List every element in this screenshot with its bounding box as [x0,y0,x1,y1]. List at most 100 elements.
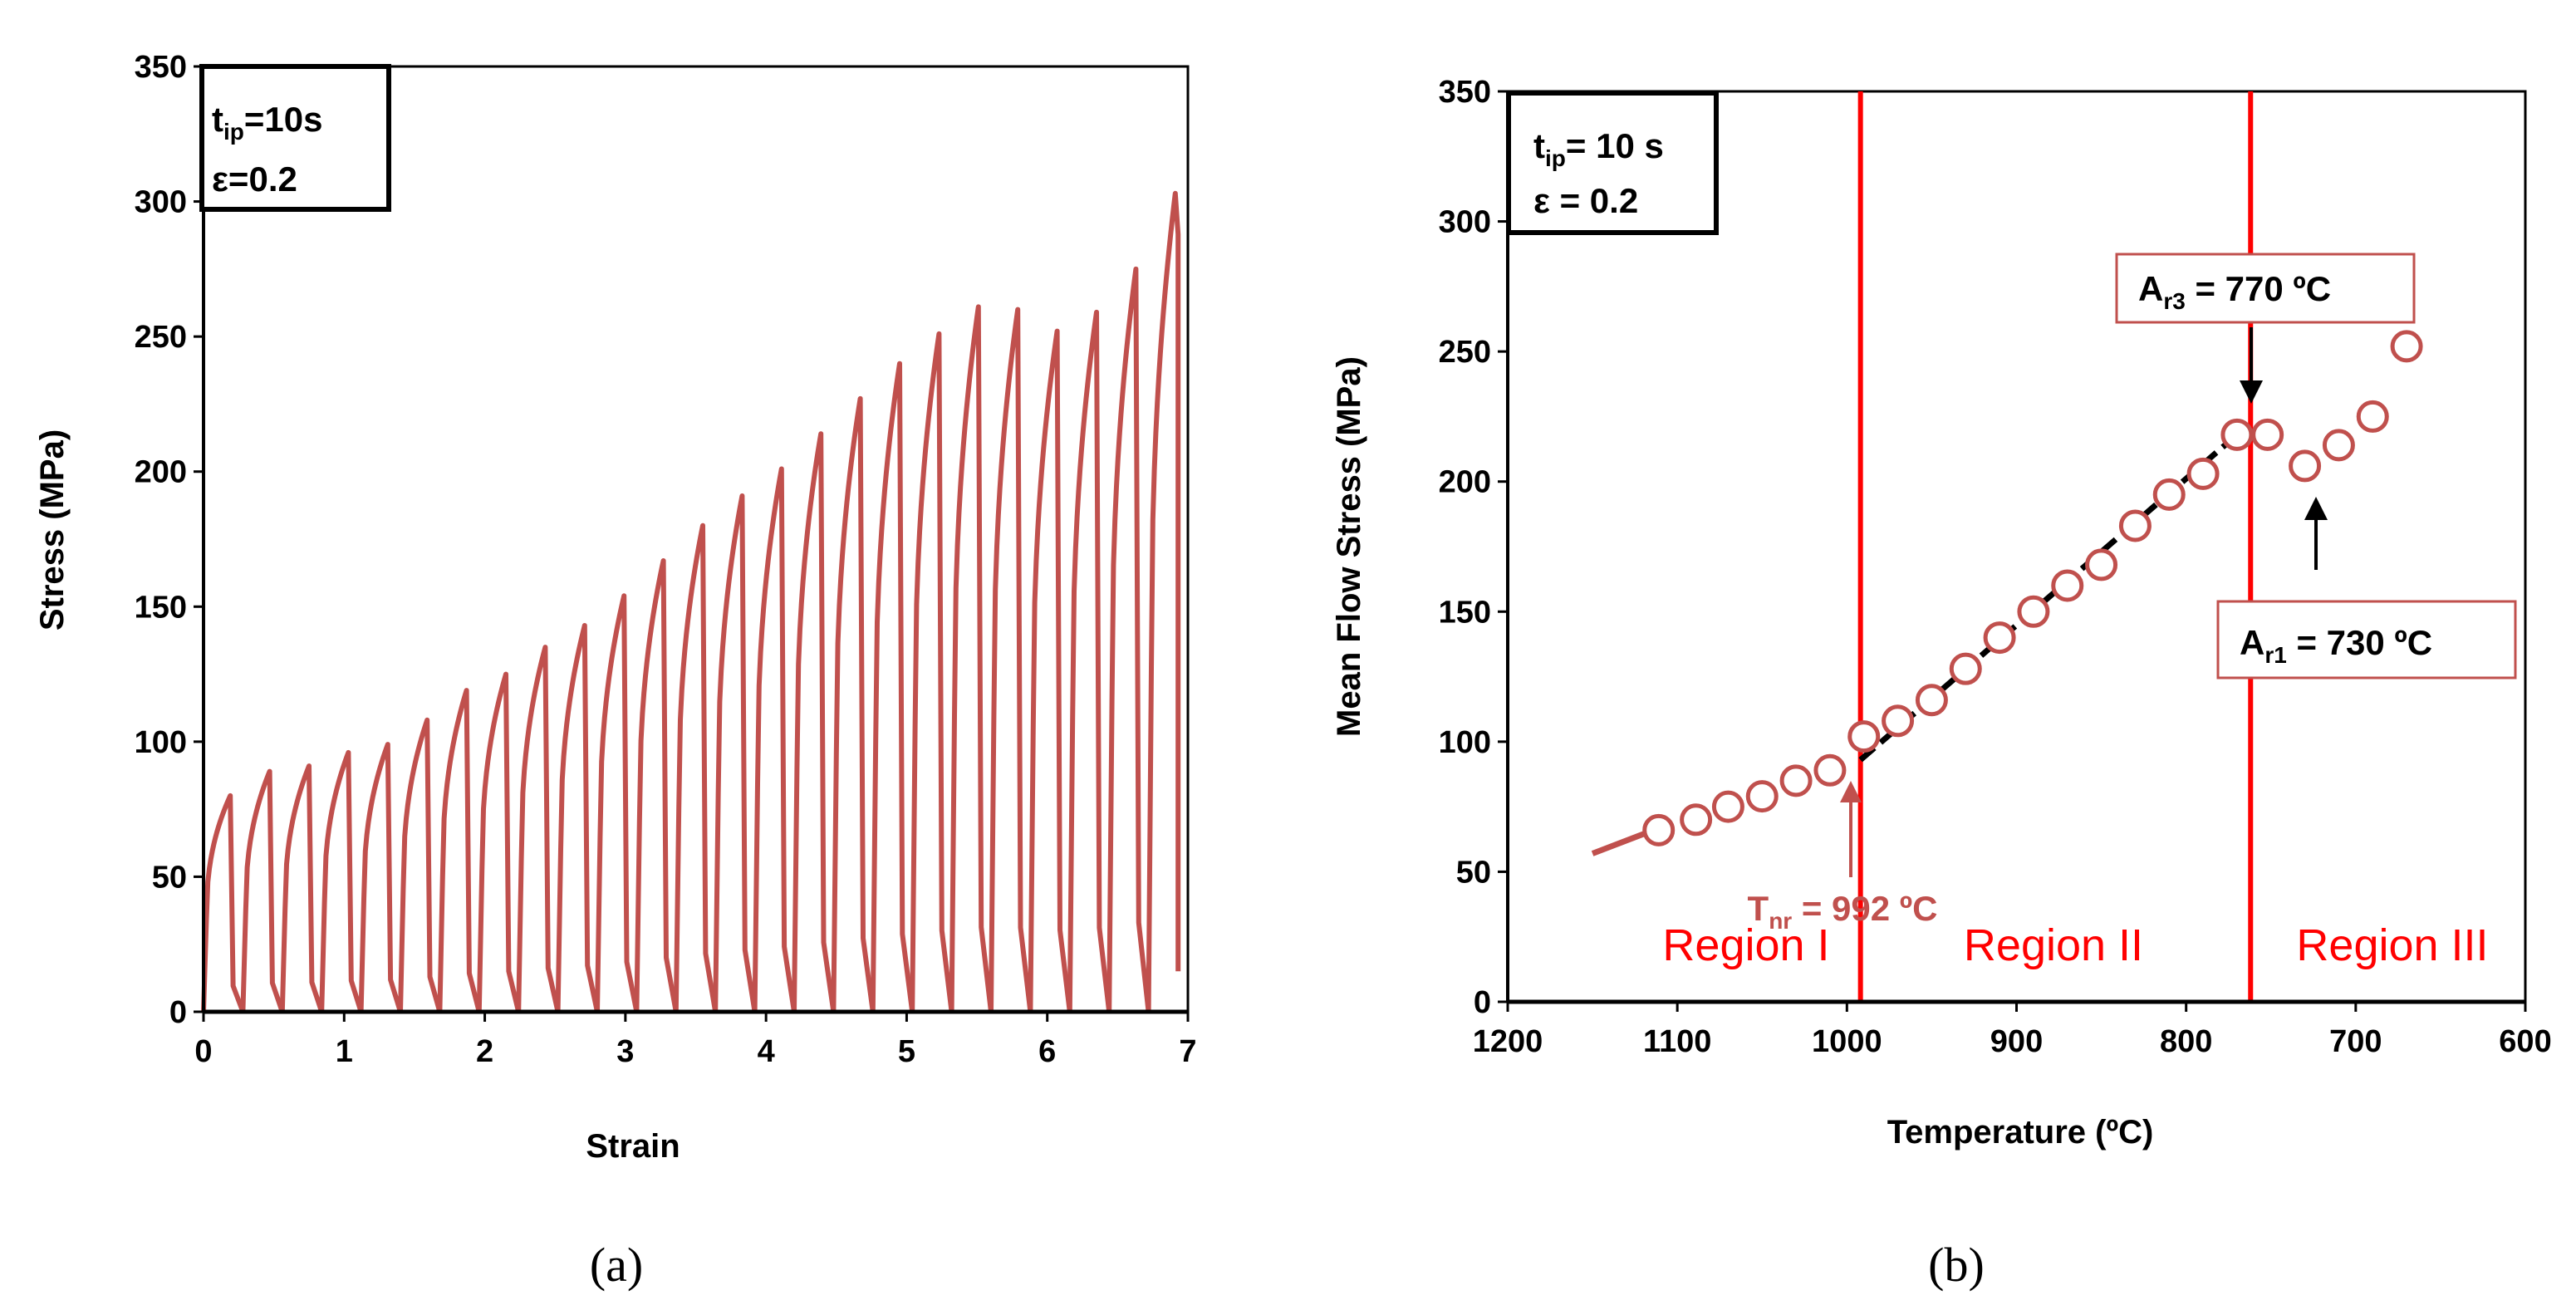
region-iii-label: Region III [2296,920,2488,970]
mean-flow-stress-point [2356,400,2389,433]
mean-flow-stress-point [1882,704,1915,738]
panel-b-y-tick-label: 300 [1439,205,1491,240]
panel-b-y-axis-title: Mean Flow Stress (MPa) [1331,356,1367,737]
panel-a-y-axis-title: Stress (MPa) [34,429,71,630]
panel-b-x-tick-label: 600 [2499,1024,2551,1059]
panel-a-label: (a) [590,1238,643,1292]
panel-b-mean-flow-stress-chart: 1200 1100 1000 900 800 700 600 0 50 100 150 200 250 3… [1331,75,2552,1292]
panel-a-legend-strain: ε=0.2 [212,159,297,199]
ar3-annotation: Ar3 = 770 ºC [2138,269,2331,314]
region-ii-label: Region II [1964,920,2143,970]
panel-a-curve-layer [201,190,1181,1013]
panel-a-x-tick-label: 5 [898,1034,915,1069]
ar1-annotation-box [2216,600,2517,680]
panel-b-x-tick-label: 700 [2329,1024,2382,1059]
mean-flow-stress-point [1779,764,1813,797]
stress-pass-curve [713,493,758,1013]
stress-pass-curve [201,792,246,1013]
panel-b-x-tick-label: 900 [1990,1024,2043,1059]
stress-pass-curve [989,307,1033,1013]
panel-b-label: (b) [1928,1238,1985,1292]
panel-b-legend-box [1506,91,1719,235]
stress-pass-curve [319,749,364,1013]
panel-a-x-axis-title: Strain [586,1128,680,1165]
panel-a-x-tick-label: 2 [476,1034,493,1069]
stress-pass-curve [1106,266,1151,1013]
panel-a-y-tick-label: 300 [135,185,187,220]
stress-pass-curve [634,558,679,1013]
stress-pass-curve [240,768,285,1013]
mean-flow-stress-point [2251,418,2284,451]
mean-flow-stress-point [2118,509,2152,542]
mean-flow-stress-point [2322,429,2355,462]
mean-flow-stress-point [2220,418,2254,451]
panel-b-y-tick-label: 250 [1439,335,1491,370]
mean-flow-stress-point [2289,449,2322,483]
panel-b-x-axis-title: Temperature (ºC) [1887,1114,2154,1151]
region-i-label: Region I [1662,920,1829,970]
stress-pass-curve [752,466,797,1013]
panel-b-axis-layer: 1200 1100 1000 900 800 700 600 0 50 100 150 200 250 3… [1439,75,2552,1059]
stress-pass-curve [437,688,482,1013]
panel-a-y-tick-label: 200 [135,455,187,490]
mean-flow-stress-point [1745,780,1779,813]
panel-a-y-tick-label: 350 [135,50,187,85]
panel-b-x-tick-label: 1000 [1812,1024,1882,1059]
panel-b-legend-tip: tip= 10 s [1533,126,1664,171]
stress-pass-curve [870,361,915,1013]
mean-flow-stress-point [1847,720,1881,753]
stress-pass-curve [949,304,994,1013]
mean-flow-stress-point [2085,548,2118,581]
stress-pass-curve [673,523,719,1013]
panel-b-legend-strain: ε = 0.2 [1533,181,1638,220]
mean-flow-stress-point [1711,790,1744,823]
panel-b-region-boundaries [1857,91,2254,1002]
ar3-annotation-box [2115,253,2416,324]
stress-pass-curve [1067,309,1112,1013]
stress-pass-curve [516,645,561,1013]
panel-a-y-tick-label: 150 [135,590,187,625]
mean-flow-stress-point [2186,457,2220,490]
panel-b-data-points [1642,330,2423,846]
panel-b-y-tick-label: 0 [1474,985,1491,1020]
panel-a-y-tick-label: 50 [152,860,187,895]
panel-b-y-tick-label: 350 [1439,75,1491,110]
stress-pass-curve [910,331,954,1013]
panel-a-x-tick-label: 1 [336,1034,353,1069]
mean-flow-stress-point [1915,684,1948,717]
panel-a-legend-box [199,64,391,212]
stress-pass-curve [792,431,837,1013]
mean-flow-stress-point [2152,478,2186,511]
ar3-arrow-head [2240,380,2263,404]
mean-flow-stress-point [1642,813,1676,846]
stress-pass-curve [279,763,325,1013]
stress-pass-curve [398,717,443,1013]
panel-b-fit-lines [1591,432,2240,856]
panel-b-x-tick-label: 800 [2160,1024,2212,1059]
mean-flow-stress-point [1813,753,1847,787]
ar1-annotation: Ar1 = 730 ºC [2240,623,2432,668]
panel-a-x-tick-label: 6 [1038,1034,1056,1069]
mean-flow-stress-point [1949,652,1982,685]
panel-b-x-tick-label: 1200 [1473,1024,1543,1059]
tnr-annotation: Tnr = 992 ºC [1748,889,1938,934]
stress-pass-curve [1028,328,1072,1013]
panel-b-y-tick-label: 150 [1439,595,1491,630]
panel-b-y-tick-label: 50 [1456,855,1491,890]
panel-a-x-tick-label: 3 [616,1034,634,1069]
stress-pass-curve [555,623,600,1013]
mean-flow-stress-point [1983,621,2016,655]
stress-pass-curve [831,395,876,1013]
panel-b-y-tick-label: 100 [1439,725,1491,760]
panel-b-x-tick-label: 1100 [1643,1024,1711,1059]
panel-a-stress-strain-chart: 0 1 2 3 4 5 6 7 0 50 100 150 200 250 300 350 tip=10s ε=… [34,50,1197,1292]
panel-a-y-tick-label: 0 [169,995,187,1030]
panel-a-x-tick-label: 4 [758,1034,775,1069]
mean-flow-stress-point [2390,330,2423,363]
panel-a-x-tick-label: 7 [1179,1034,1196,1069]
panel-a-axis-layer: 0 1 2 3 4 5 6 7 0 50 100 150 200 250 300 350 [135,50,1197,1069]
panel-a-y-tick-label: 100 [135,725,187,760]
panel-a-legend-tip: tip=10s [212,100,323,145]
mean-flow-stress-point [2051,569,2084,602]
